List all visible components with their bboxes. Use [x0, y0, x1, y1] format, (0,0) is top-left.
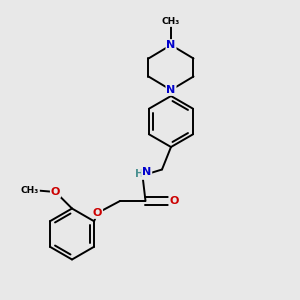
Text: N: N [142, 167, 151, 177]
Text: N: N [167, 85, 176, 95]
Text: N: N [167, 40, 176, 50]
Text: O: O [93, 208, 102, 218]
Text: CH₃: CH₃ [21, 186, 39, 195]
Text: O: O [51, 187, 60, 197]
Text: CH₃: CH₃ [162, 17, 180, 26]
Text: H: H [135, 169, 144, 179]
Text: O: O [169, 196, 179, 206]
